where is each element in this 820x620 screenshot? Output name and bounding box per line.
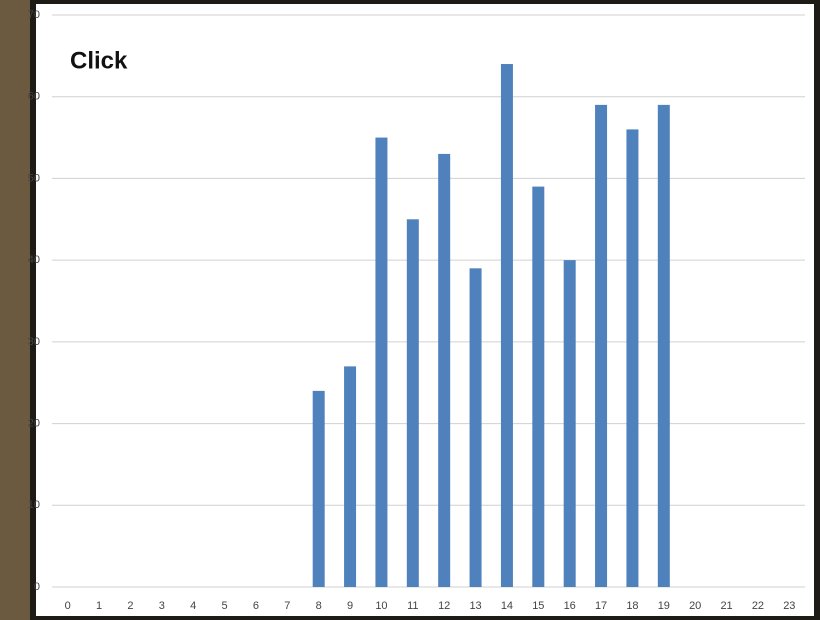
x-tick-label: 3 [159, 600, 165, 612]
x-tick-label: 9 [347, 600, 353, 612]
x-tick-label: 11 [407, 600, 418, 612]
bar [406, 219, 419, 588]
y-tick-label: 30 [28, 336, 40, 348]
y-tick-label: 10 [28, 499, 40, 511]
x-tick-label: 12 [438, 600, 450, 612]
x-tick-label: 7 [284, 600, 290, 612]
bar [532, 186, 545, 587]
x-tick-label: 8 [316, 600, 322, 612]
bar [344, 366, 357, 587]
bar [657, 104, 670, 587]
y-tick-label: 0 [34, 581, 40, 593]
bar [469, 268, 482, 587]
x-tick-label: 15 [532, 600, 544, 612]
bar [626, 129, 639, 587]
bar [312, 390, 325, 587]
x-tick-label: 5 [222, 600, 228, 612]
y-tick-label: 20 [28, 417, 40, 429]
x-tick-label: 22 [752, 600, 764, 612]
y-tick-label: 60 [28, 91, 40, 103]
y-tick-label: 70 [28, 9, 40, 21]
chart-title: Click [70, 47, 128, 74]
x-tick-label: 0 [65, 600, 71, 612]
y-tick-label: 40 [28, 254, 40, 266]
x-tick-label: 1 [96, 600, 102, 612]
x-tick-label: 14 [501, 600, 513, 612]
bar [563, 260, 576, 587]
x-tick-label: 21 [720, 600, 732, 612]
x-tick-label: 19 [658, 600, 670, 612]
bar [438, 153, 451, 587]
x-tick-label: 4 [190, 600, 196, 612]
x-tick-label: 17 [595, 600, 607, 612]
bar [500, 64, 513, 588]
bar [375, 137, 388, 588]
bar [595, 104, 608, 587]
x-tick-label: 10 [375, 600, 387, 612]
x-tick-label: 6 [253, 600, 259, 612]
x-tick-label: 16 [564, 600, 576, 612]
x-tick-label: 20 [689, 600, 701, 612]
x-tick-label: 2 [127, 600, 133, 612]
chart-area [36, 4, 814, 616]
y-tick-label: 50 [28, 172, 40, 184]
x-tick-label: 18 [626, 600, 638, 612]
x-tick-label: 23 [783, 600, 795, 612]
x-tick-label: 13 [469, 600, 481, 612]
